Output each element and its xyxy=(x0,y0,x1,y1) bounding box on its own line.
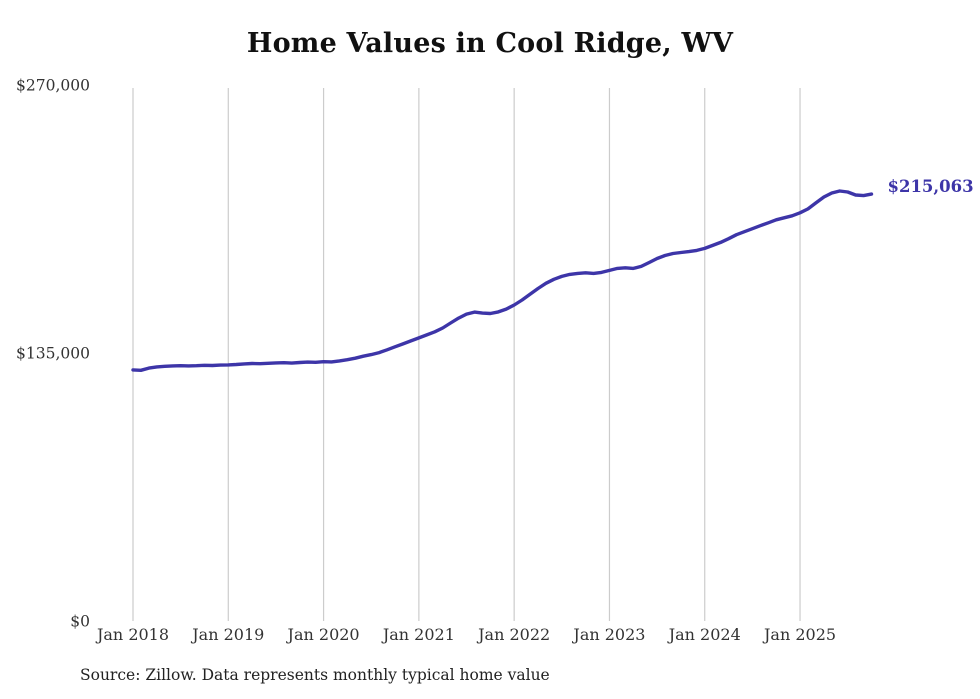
x-tick-label: Jan 2020 xyxy=(286,625,360,644)
current-value-label: $215,063 xyxy=(887,177,973,196)
x-tick-label: Jan 2024 xyxy=(667,625,741,644)
x-tick-label: Jan 2022 xyxy=(476,625,550,644)
x-tick-label: Jan 2025 xyxy=(762,625,836,644)
source-note: Source: Zillow. Data represents monthly … xyxy=(80,666,550,684)
x-tick-label: Jan 2019 xyxy=(190,625,264,644)
chart-title: Home Values in Cool Ridge, WV xyxy=(246,28,734,59)
y-tick-label: $0 xyxy=(70,613,90,631)
y-tick-label: $135,000 xyxy=(16,345,90,363)
x-tick-label: Jan 2018 xyxy=(95,625,169,644)
x-tick-label: Jan 2023 xyxy=(571,625,645,644)
home-value-line xyxy=(131,189,874,372)
x-tick-label: Jan 2021 xyxy=(381,625,455,644)
y-tick-label: $270,000 xyxy=(16,77,90,95)
